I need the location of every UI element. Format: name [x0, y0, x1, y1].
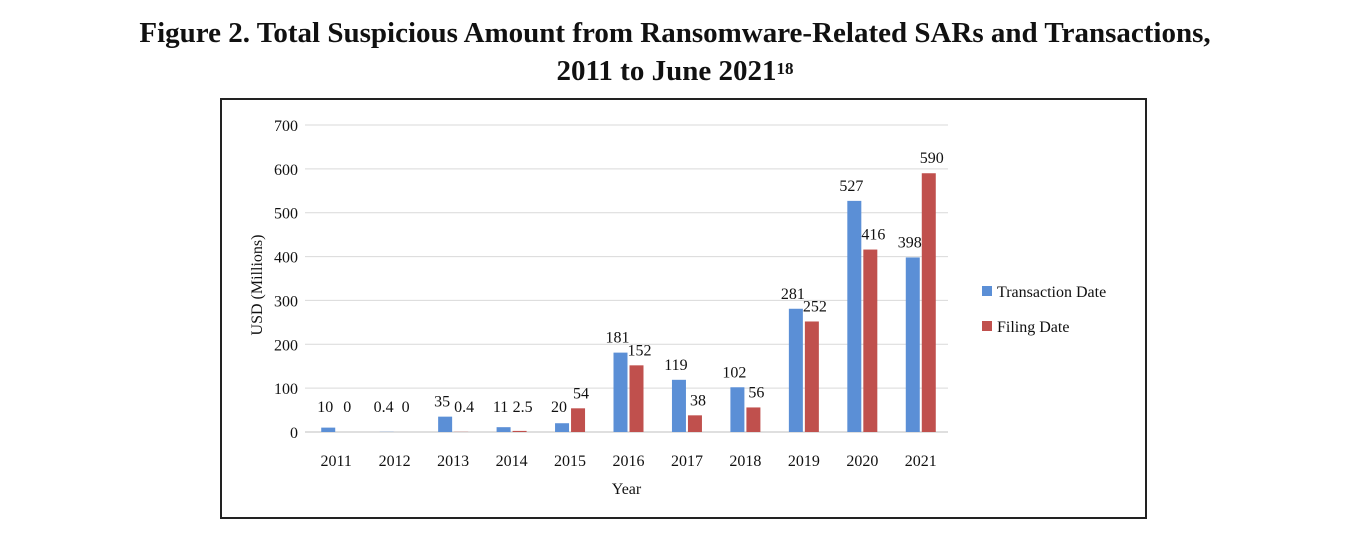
chart-title: Figure 2. Total Suspicious Amount from R…	[0, 14, 1350, 90]
bar-transaction	[613, 352, 628, 432]
bar-filing	[687, 415, 702, 432]
bar-transaction	[496, 427, 511, 432]
x-tick-label: 2018	[729, 453, 761, 470]
data-label: 102	[722, 364, 746, 381]
bar-transaction	[847, 200, 862, 432]
title-line-1: Figure 2. Total Suspicious Amount from R…	[139, 17, 1211, 49]
x-tick-label: 2011	[321, 453, 352, 470]
data-label: 590	[920, 150, 944, 167]
bar-filing	[863, 249, 878, 432]
data-label: 527	[839, 178, 863, 195]
data-label: 56	[748, 384, 764, 401]
data-label: 2.5	[513, 399, 533, 416]
bar-transaction	[438, 416, 453, 432]
data-label: 252	[803, 298, 827, 315]
legend-swatch	[982, 286, 992, 296]
data-label: 38	[690, 392, 706, 409]
bar-transaction	[788, 308, 803, 432]
bar-filing	[746, 407, 761, 432]
y-tick-label: 300	[274, 293, 298, 310]
data-label: 54	[573, 385, 589, 402]
x-tick-label: 2019	[788, 453, 820, 470]
bar-filing	[921, 173, 936, 432]
bar-transaction	[671, 379, 686, 432]
data-label: 20	[551, 399, 567, 416]
data-label: 152	[628, 342, 652, 359]
y-tick-label: 500	[274, 206, 298, 223]
data-label: 35	[434, 394, 450, 411]
legend-label: Transaction Date	[997, 284, 1106, 301]
y-tick-label: 600	[274, 162, 298, 179]
x-tick-label: 2013	[437, 453, 469, 470]
legend-swatch	[982, 321, 992, 331]
bar-filing	[512, 430, 527, 432]
y-tick-label: 0	[290, 425, 298, 442]
chart-frame	[220, 98, 1147, 519]
bar-transaction	[321, 427, 336, 432]
bar-transaction	[555, 423, 570, 432]
data-label: 0	[402, 399, 410, 416]
y-tick-label: 200	[274, 337, 298, 354]
x-tick-label: 2015	[554, 453, 586, 470]
y-axis-label: USD (Millions)	[249, 235, 266, 336]
footnote-ref: 18	[776, 59, 794, 78]
title-line-2: 2011 to June 202118	[0, 52, 1350, 90]
data-label: 11	[493, 399, 508, 416]
x-tick-label: 2017	[671, 453, 703, 470]
legend-label: Filing Date	[997, 319, 1069, 336]
data-label: 281	[781, 286, 805, 303]
data-label: 10	[317, 399, 333, 416]
data-label: 416	[861, 227, 885, 244]
x-tick-label: 2021	[905, 453, 937, 470]
x-tick-label: 2020	[846, 453, 878, 470]
bar-transaction	[730, 387, 745, 432]
data-label: 0.4	[374, 399, 394, 416]
data-label: 398	[898, 234, 922, 251]
data-label: 0	[343, 399, 351, 416]
data-label: 0.4	[454, 399, 474, 416]
x-axis-label: Year	[612, 481, 642, 498]
data-label: 181	[606, 330, 630, 347]
y-tick-label: 700	[274, 118, 298, 135]
bar-filing	[571, 408, 586, 432]
bar-transaction	[905, 257, 920, 432]
x-tick-label: 2012	[379, 453, 411, 470]
bar-filing	[629, 365, 644, 432]
data-label: 119	[664, 357, 687, 374]
bar-filing	[804, 321, 819, 432]
title-line-2-text: 2011 to June 2021	[556, 55, 777, 87]
x-tick-label: 2014	[496, 453, 528, 470]
y-tick-label: 400	[274, 250, 298, 267]
x-tick-label: 2016	[613, 453, 645, 470]
y-tick-label: 100	[274, 381, 298, 398]
